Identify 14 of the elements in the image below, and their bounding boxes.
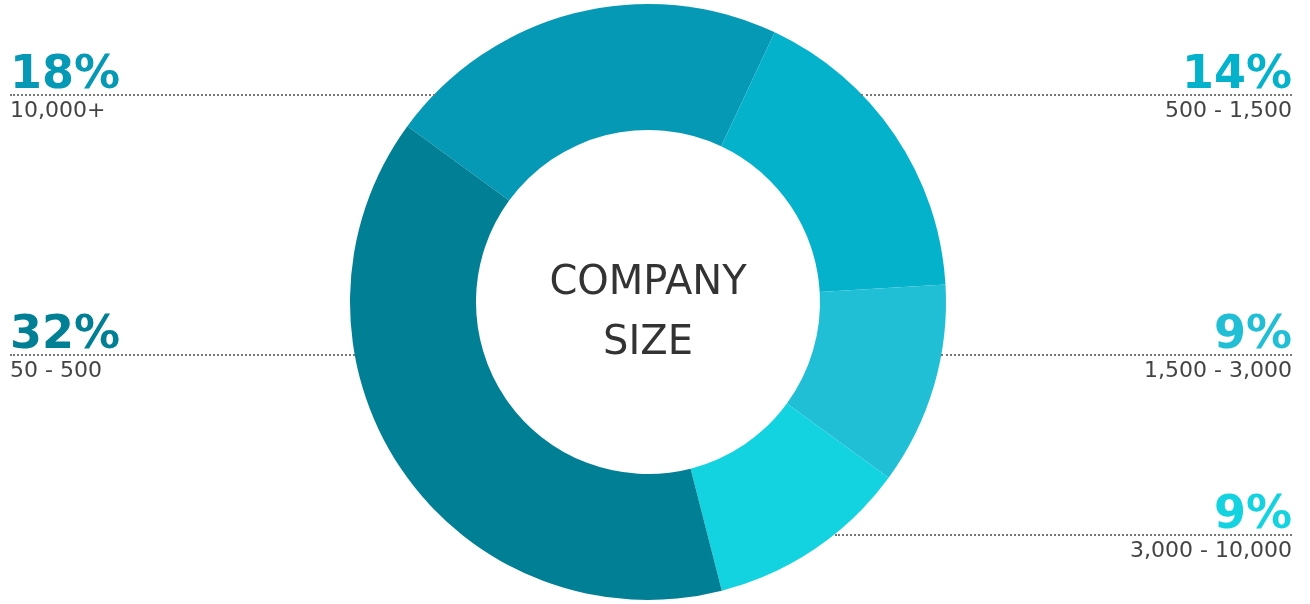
- slice-label: 10,000+: [10, 97, 106, 122]
- slice-label: 1,500 - 3,000: [1144, 357, 1292, 382]
- data-label: 14%: [1181, 45, 1292, 99]
- donut-slice: [407, 4, 775, 201]
- data-label: 9%: [1213, 485, 1292, 539]
- data-label: 9%: [1213, 305, 1292, 359]
- slice-label: 3,000 - 10,000: [1130, 537, 1292, 562]
- slice-label: 500 - 1,500: [1165, 97, 1292, 122]
- data-label: 32%: [10, 305, 121, 359]
- donut-slice: [690, 403, 889, 591]
- slice-label: 50 - 500: [10, 357, 102, 382]
- text: COMPANY SIZE: [549, 257, 748, 363]
- donut-slice: [786, 284, 946, 478]
- data-label: 18%: [10, 45, 121, 99]
